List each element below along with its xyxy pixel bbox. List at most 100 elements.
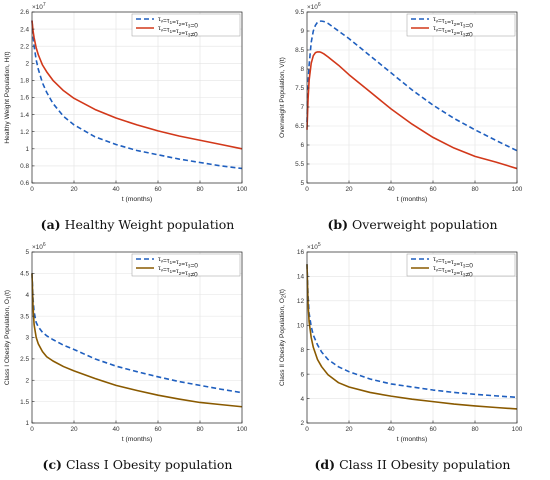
legend: τv=τ1=τ2=τ3=0τv=τ1=τ2=τ3≠0 <box>131 13 241 38</box>
y-tick-label: 6 <box>300 371 304 378</box>
x-tick-label: 40 <box>112 426 120 433</box>
caption-a: (a) Healthy Weight population <box>0 217 275 232</box>
caption-c: (c) Class I Obesity population <box>0 457 275 472</box>
y-tick-label: 2 <box>300 420 304 427</box>
series-line-2 <box>306 264 518 410</box>
y-tick-label: 8 <box>300 347 304 354</box>
legend: τv=τ1=τ2=τ3=0τv=τ1=τ2=τ3≠0 <box>406 13 516 38</box>
y-tick-label: 1 <box>25 146 29 153</box>
x-tick-label: 0 <box>305 426 309 433</box>
panel-a: 0 20 40 60 80 100 0.6 0.8 1 1.2 1.4 1.6 1.8 2 2.2 2.4 2.… <box>0 0 275 240</box>
y-tick-label: 7.5 <box>295 85 304 92</box>
y-tick-label: 6 <box>300 142 304 149</box>
x-tick-label: 0 <box>30 186 34 193</box>
y-tick-label: 4 <box>300 396 304 403</box>
y-tick-label: 1.2 <box>20 129 29 136</box>
y-tick-label: 2.4 <box>20 26 29 33</box>
y-tick-label: 7 <box>300 104 304 111</box>
y-exponent-label: ×107 <box>32 2 46 11</box>
x-tick-label: 60 <box>429 186 437 193</box>
x-axis-label: t (months) <box>122 436 153 443</box>
y-tick-label: 9.5 <box>295 9 304 16</box>
legend-label-2: τv=τ1=τ2=τ3≠0 <box>433 265 473 278</box>
y-tick-label: 1.6 <box>20 95 29 102</box>
chart-class-i-obesity: 0 20 40 60 80 100 1 1.5 2 2.5 3 3.5 4 4.5 5×106 t (mont… <box>4 242 248 443</box>
x-axis-label: t (months) <box>122 196 153 203</box>
legend-box <box>131 13 241 37</box>
series-line-1 <box>31 273 243 394</box>
y-exponent-label: ×106 <box>32 242 46 251</box>
caption-b: (b) Overweight population <box>275 217 550 232</box>
caption-text: Class I Obesity population <box>65 457 233 472</box>
x-axis-label: t (months) <box>397 196 428 203</box>
legend-label-2: τv=τ1=τ2=τ3≠0 <box>158 265 198 278</box>
legend-box <box>406 253 516 277</box>
legend-label-2: τv=τ1=τ2=τ3≠0 <box>433 25 473 38</box>
y-tick-label: 8 <box>300 66 304 73</box>
legend-label-1: τv=τ1=τ2=τ3=0 <box>158 16 198 29</box>
series-line-1 <box>306 264 518 399</box>
y-axis-label: Class I Obesity Population, O1(t) <box>4 290 13 385</box>
y-tick-label: 9 <box>300 28 304 35</box>
x-tick-label: 20 <box>70 426 78 433</box>
legend-label-1: τv=τ1=τ2=τ3=0 <box>433 16 473 29</box>
caption-text: Overweight population <box>352 217 498 232</box>
y-tick-label: 0.6 <box>20 180 29 187</box>
caption-tag: (c) <box>42 457 62 472</box>
y-tick-label: 1.5 <box>20 399 29 406</box>
y-tick-label: 1.8 <box>20 78 29 85</box>
x-tick-label: 80 <box>196 186 204 193</box>
caption-tag: (d) <box>314 457 336 472</box>
x-tick-label: 100 <box>237 426 248 433</box>
y-tick-label: 8.5 <box>295 47 304 54</box>
x-tick-label: 40 <box>387 426 395 433</box>
y-tick-label: 0.8 <box>20 163 29 170</box>
x-tick-label: 0 <box>30 426 34 433</box>
x-tick-label: 20 <box>70 186 78 193</box>
y-tick-label: 5 <box>25 249 29 256</box>
legend-box <box>131 253 241 277</box>
series-line-2 <box>306 51 518 170</box>
caption-text: Healthy Weight population <box>64 217 235 232</box>
ticks: 0 20 40 60 80 100 0.6 0.8 1 1.2 1.4 1.6 1.8 2 2.2 2.4 2.… <box>20 9 248 193</box>
legend-label-1: τv=τ1=τ2=τ3=0 <box>433 256 473 269</box>
x-axis-label: t (months) <box>397 436 428 443</box>
y-exponent-label: ×105 <box>307 242 321 251</box>
legend: τv=τ1=τ2=τ3=0τv=τ1=τ2=τ3≠0 <box>406 253 516 278</box>
series-line-1 <box>306 20 518 152</box>
y-tick-label: 4 <box>25 292 29 299</box>
caption-d: (d) Class II Obesity population <box>275 457 550 472</box>
x-tick-label: 80 <box>471 186 479 193</box>
caption-tag: (a) <box>40 217 61 232</box>
y-tick-label: 10 <box>297 322 305 329</box>
y-tick-label: 2.2 <box>20 43 29 50</box>
series-line-2 <box>31 20 243 150</box>
axes-box <box>306 11 518 184</box>
x-tick-label: 60 <box>154 426 162 433</box>
y-tick-label: 1 <box>25 420 29 427</box>
panel-c: 0 20 40 60 80 100 1 1.5 2 2.5 3 3.5 4 4.5 5 ×106 t (mont… <box>0 240 275 480</box>
y-tick-label: 1.4 <box>20 112 29 119</box>
caption-tag: (b) <box>327 217 349 232</box>
panel-d: 0 20 40 60 80 100 2 4 6 8 10 12 14 16 ×105 t (months) Cl… <box>275 240 550 480</box>
y-tick-label: 2 <box>25 61 29 68</box>
y-tick-label: 4.5 <box>20 271 29 278</box>
chart-class-ii-obesity: 0 20 40 60 80 100 2 4 6 8 10 12 14 16×105 t (months) Cl… <box>279 242 523 443</box>
y-tick-label: 14 <box>297 274 305 281</box>
legend-box <box>406 13 516 37</box>
y-exponent-label: ×106 <box>307 2 321 11</box>
y-tick-label: 5 <box>300 180 304 187</box>
y-tick-label: 3.5 <box>20 313 29 320</box>
ticks: 0 20 40 60 80 100 2 4 6 8 10 12 14 16 <box>297 249 523 433</box>
y-tick-label: 2.6 <box>20 9 29 16</box>
y-axis-label: Class II Obesity Population, O2(t) <box>279 289 288 386</box>
legend: τv=τ1=τ2=τ3=0τv=τ1=τ2=τ3≠0 <box>131 253 241 278</box>
y-tick-label: 16 <box>297 249 305 256</box>
x-tick-label: 60 <box>154 186 162 193</box>
ticks: 0 20 40 60 80 100 1 1.5 2 2.5 3 3.5 4 4.5 5 <box>20 249 248 433</box>
x-tick-label: 80 <box>471 426 479 433</box>
x-tick-label: 100 <box>512 426 523 433</box>
plot-area <box>307 252 517 423</box>
y-tick-label: 6.5 <box>295 123 304 130</box>
x-tick-label: 100 <box>237 186 248 193</box>
